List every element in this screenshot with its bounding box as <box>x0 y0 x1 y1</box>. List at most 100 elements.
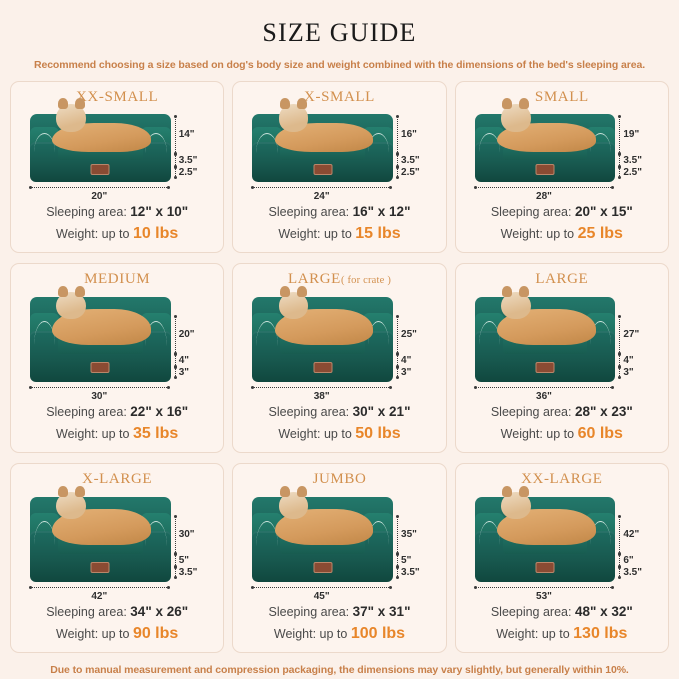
dimension-line <box>618 115 622 156</box>
weight-label: Weight: up to <box>56 626 130 641</box>
dimension-total-height-label: 30" <box>178 529 195 541</box>
dimension-callouts: 19" 3.5" 2.5" <box>617 115 659 180</box>
size-card[interactable]: SMALL 19" 3.5" 2.5" 28" Sleeping area: 20" x … <box>454 81 669 253</box>
pet-body <box>497 285 596 345</box>
dimension-callouts: 30" 5" 3.5" <box>173 503 215 580</box>
dimension-width-label: 20" <box>91 191 108 203</box>
pet-head <box>56 485 86 520</box>
bed-illustration: 19" 3.5" 2.5" 28" <box>463 98 661 202</box>
weight-line: Weight: up to 10 lbs <box>18 222 216 245</box>
bed-illustration: 30" 5" 3.5" 42" <box>18 485 216 602</box>
brand-logo-tag <box>313 362 333 374</box>
size-card[interactable]: JUMBO 35" 5" 3.5" 45" Sleeping area: 37" x 31… <box>232 463 447 653</box>
bed-piping-right <box>590 320 612 350</box>
size-card-title: JUMBO <box>240 470 438 488</box>
size-card-specs: Sleeping area: 48" x 32" Weight: up to 13… <box>463 602 661 645</box>
bed-illustration: 42" 6" 3.5" 53" <box>463 485 661 603</box>
size-card-specs: Sleeping area: 12" x 10" Weight: up to 10… <box>18 202 216 245</box>
size-card-name: LARGE <box>287 271 341 287</box>
dimension-line <box>173 366 177 380</box>
sleeping-area-line: Sleeping area: 48" x 32" <box>463 602 661 622</box>
weight-value: 15 lbs <box>355 224 401 242</box>
size-card-name: JUMBO <box>312 471 367 487</box>
dimension-width-line <box>251 386 392 390</box>
dimension-mid-height: 3.5" <box>173 153 215 169</box>
pet-body <box>52 485 152 545</box>
dimension-total-height-label: 14" <box>178 129 195 141</box>
dimension-base-height: 3.5" <box>617 566 659 580</box>
size-card-name: MEDIUM <box>84 271 151 287</box>
dimension-width-label: 53" <box>536 591 552 603</box>
dimension-width-label: 45" <box>313 591 330 603</box>
weight-line: Weight: up to 130 lbs <box>463 622 661 645</box>
sleeping-area-value: 30" x 21" <box>352 404 411 420</box>
size-card[interactable]: X-SMALL 16" 3.5" 2.5" 24" Sleeping area: 16" … <box>232 81 447 253</box>
dimension-callouts: 14" 3.5" 2.5" <box>173 115 215 180</box>
sleeping-area-value: 12" x 10" <box>130 204 189 220</box>
dimension-line <box>395 515 399 556</box>
dimension-width-line <box>251 586 392 590</box>
bed-graphic <box>474 485 616 583</box>
brand-logo-tag <box>313 562 333 574</box>
bed-piping-left <box>478 520 500 550</box>
bed-illustration: 20" 4" 3" 30" <box>18 285 216 403</box>
bed-graphic <box>252 485 394 583</box>
dimension-width-label: 30" <box>91 391 108 403</box>
dimension-line <box>395 315 399 356</box>
dimension-callouts: 27" 4" 3" <box>617 303 659 380</box>
weight-label: Weight: up to <box>278 226 352 241</box>
bed-piping-right <box>590 132 612 156</box>
dimension-line <box>618 315 622 356</box>
size-card[interactable]: XX-SMALL 14" 3.5" 2.5" 20" Sleeping area: 12"… <box>10 81 225 253</box>
dimension-width-line <box>473 186 615 190</box>
sleeping-area-line: Sleeping area: 16" x 12" <box>240 202 438 222</box>
size-card-title: SMALL <box>463 88 661 106</box>
dimension-mid-height-label: 5" <box>178 554 189 566</box>
dimension-line <box>173 315 177 356</box>
size-card[interactable]: X-LARGE 30" 5" 3.5" 42" Sleeping area: 34" x … <box>10 463 225 653</box>
weight-line: Weight: up to 100 lbs <box>240 622 438 645</box>
dimension-width-line <box>473 586 615 590</box>
dimension-total-height-label: 27" <box>623 329 640 341</box>
pet-head <box>501 98 531 132</box>
weight-label: Weight: up to <box>500 226 575 241</box>
bed-graphic <box>252 285 394 383</box>
bed-illustration: 16" 3.5" 2.5" 24" <box>240 98 438 202</box>
bed-piping-left <box>256 520 278 550</box>
size-card-specs: Sleeping area: 34" x 26" Weight: up to 90… <box>18 602 216 645</box>
dimension-mid-height: 6" <box>617 553 659 569</box>
pet-body <box>274 285 374 345</box>
size-card[interactable]: LARGE( for crate ) 25" 4" 3" 38" Sleeping are… <box>232 263 447 453</box>
sleeping-area-label: Sleeping area: <box>490 205 572 220</box>
pet-head <box>501 285 531 320</box>
bed-piping-right <box>145 520 167 550</box>
dimension-width-line <box>251 186 392 190</box>
weight-line: Weight: up to 50 lbs <box>240 422 438 445</box>
size-card-title: MEDIUM <box>18 270 216 288</box>
size-card[interactable]: XX-LARGE 42" 6" 3.5" 53" Sleeping area: 48" x… <box>454 463 669 653</box>
dimension-line <box>618 515 622 556</box>
sleeping-area-line: Sleeping area: 37" x 31" <box>240 602 438 622</box>
dimension-mid-height: 5" <box>395 553 437 569</box>
dimension-base-height-label: 3" <box>623 366 634 378</box>
dimension-base-height-label: 3.5" <box>623 566 642 578</box>
weight-label: Weight: up to <box>56 426 130 441</box>
dimension-total-height: 35" <box>395 515 437 556</box>
dimension-callouts: 20" 4" 3" <box>173 303 215 380</box>
dimension-total-height-label: 42" <box>623 529 640 541</box>
size-card-name: X-LARGE <box>82 471 153 487</box>
dimension-width-line <box>28 586 170 590</box>
weight-value: 100 lbs <box>350 624 406 642</box>
size-card[interactable]: LARGE 27" 4" 3" 36" Sleeping area: 28" x 23" W… <box>454 263 669 453</box>
dimension-width-line <box>28 386 170 390</box>
size-card[interactable]: MEDIUM 20" 4" 3" 30" Sleeping area: 22" x 16"… <box>10 263 225 453</box>
size-card-specs: Sleeping area: 16" x 12" Weight: up to 15… <box>240 202 438 245</box>
sleeping-area-value: 28" x 23" <box>574 404 633 420</box>
brand-logo-tag <box>313 164 333 176</box>
bed-piping-right <box>145 132 167 156</box>
size-card-name: SMALL <box>534 89 589 105</box>
weight-line: Weight: up to 35 lbs <box>18 422 216 445</box>
dimension-total-height-label: 35" <box>401 529 417 541</box>
bed-piping-right <box>145 320 167 350</box>
